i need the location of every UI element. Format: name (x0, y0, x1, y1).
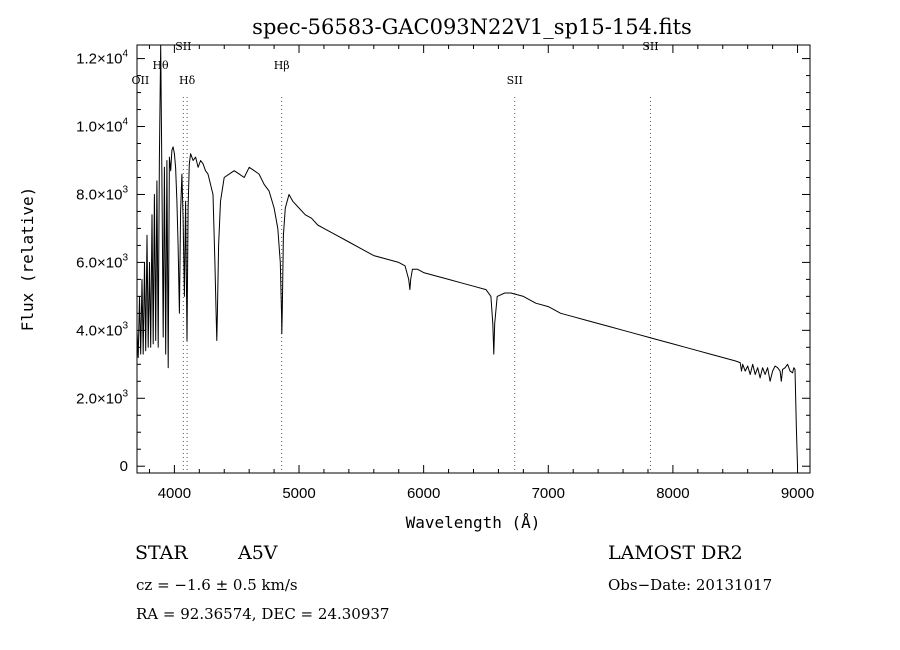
spectral-line-label: SII (642, 40, 658, 53)
x-tick-label: 6000 (407, 485, 440, 502)
spectral-line-label: Hβ (274, 59, 290, 72)
y-tick-label: 1.2×104 (76, 49, 128, 68)
y-axis-ticks: 0 2.0×103 4.0×103 6.0×103 8.0×103 1.0×104 1.2×… (76, 49, 810, 475)
y-axis-label: Flux (relative) (18, 187, 37, 332)
y-tick-label: 6.0×103 (76, 252, 128, 271)
y-tick-label: 4.0×103 (76, 320, 128, 339)
spectrum-series (136, 44, 798, 467)
spectral-line-label: OII (132, 74, 150, 87)
x-tick-label: 9000 (781, 485, 814, 502)
spectral-line-label: SII (507, 74, 523, 87)
y-tick-label: 1.0×104 (76, 117, 128, 136)
x-tick-label: 8000 (656, 485, 689, 502)
x-axis-label: Wavelength (Å) (406, 513, 541, 532)
y-tick-label: 0 (120, 458, 128, 475)
chart-title: spec-56583-GAC093N22V1_sp15-154.fits (252, 15, 692, 39)
ra-dec-coordinates: RA = 92.36574, DEC = 24.30937 (136, 605, 389, 623)
object-subclass: A5V (237, 542, 278, 564)
x-tick-label: 7000 (532, 485, 565, 502)
redshift-cz: cz = −1.6 ± 0.5 km/s (136, 576, 298, 594)
plot-frame (136, 44, 811, 474)
spectral-line-label: SII (175, 40, 191, 53)
object-class: STAR (135, 542, 188, 564)
x-tick-label: 5000 (282, 485, 315, 502)
spectral-line-label: Hδ (179, 74, 196, 87)
survey-name: LAMOST DR2 (608, 542, 743, 564)
spectrum-line (136, 44, 798, 467)
y-tick-label: 8.0×103 (76, 184, 128, 203)
observation-date: Obs−Date: 20131017 (608, 576, 772, 594)
y-tick-label: 2.0×103 (76, 388, 128, 407)
x-tick-label: 4000 (158, 485, 191, 502)
x-axis-ticks: 4000 5000 6000 7000 8000 9000 (148, 45, 814, 502)
